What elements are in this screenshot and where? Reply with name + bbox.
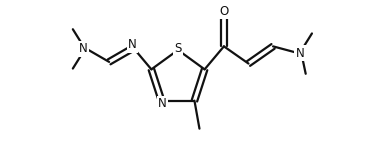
Text: O: O [219, 5, 229, 18]
Text: N: N [158, 97, 167, 110]
Text: S: S [174, 41, 182, 55]
Text: N: N [79, 42, 88, 55]
Text: N: N [128, 38, 137, 51]
Text: N: N [296, 47, 305, 60]
